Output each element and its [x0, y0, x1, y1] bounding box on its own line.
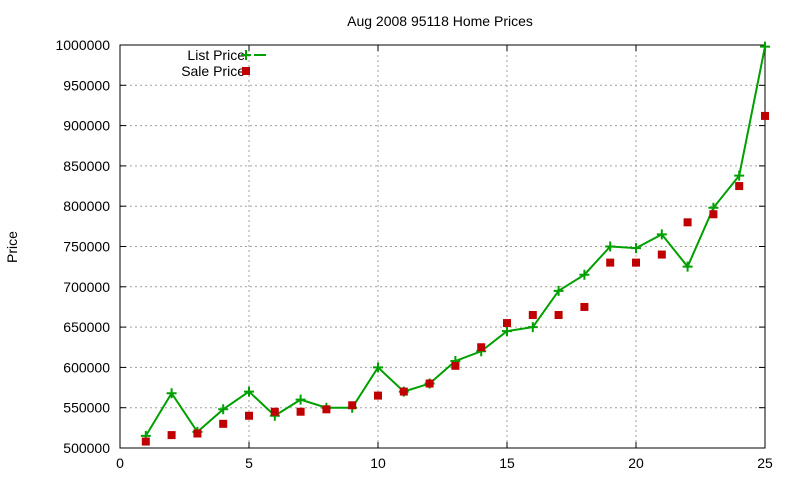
y-axis-label: Price [4, 231, 20, 263]
x-tick-label: 10 [370, 455, 386, 471]
legend: List Price Sale Price [181, 47, 266, 79]
chart-title: Aug 2008 95118 Home Prices [347, 13, 533, 29]
sale-price-point [219, 419, 228, 428]
sale-price-point [735, 182, 744, 191]
legend-label-list-price: List Price [187, 47, 245, 63]
y-tick-label: 900000 [63, 118, 110, 134]
sale-price-point [322, 405, 331, 414]
sale-price-point [374, 391, 382, 400]
sale-price-point [451, 361, 460, 370]
y-tick-label: 500000 [63, 440, 110, 456]
y-tick-label: 750000 [63, 239, 110, 255]
sale-price-point [528, 311, 537, 320]
y-tick-label: 550000 [63, 400, 110, 416]
sale-price-point [477, 343, 486, 352]
sale-price-point [683, 218, 692, 227]
x-tick-label: 0 [116, 455, 124, 471]
legend-sample-list-marker [241, 50, 251, 60]
y-tick-label: 950000 [63, 77, 110, 93]
y-tick-label: 700000 [63, 279, 110, 295]
x-tick-label: 25 [757, 455, 773, 471]
sale-price-point [632, 258, 640, 267]
list-price-point [760, 41, 770, 52]
list-price-point [166, 388, 177, 399]
sale-price-point [245, 411, 253, 420]
grid-lines [120, 45, 765, 448]
list-price-point [631, 243, 641, 254]
y-tick-label: 600000 [63, 359, 110, 375]
list-price-point [295, 394, 306, 405]
list-price-point [502, 326, 512, 337]
x-tick-label: 5 [245, 455, 253, 471]
list-price-point [734, 170, 745, 181]
data-series [140, 41, 770, 446]
sale-price-point [657, 250, 666, 259]
list-price-point [244, 386, 254, 397]
sale-price-point [503, 319, 511, 328]
sale-price-point [296, 407, 305, 416]
y-tick-label: 1000000 [55, 37, 110, 53]
y-tick-label: 650000 [63, 319, 110, 335]
y-tick-label: 800000 [63, 198, 110, 214]
legend-sample-sale-marker [242, 67, 250, 75]
list-price-point [373, 362, 383, 373]
list-price-line [144, 46, 766, 437]
list-price-point [218, 404, 229, 415]
list-price-point [527, 322, 538, 333]
sale-price-point [399, 387, 408, 396]
x-tick-label: 20 [628, 455, 644, 471]
list-price-point [553, 285, 564, 296]
list-price-point [605, 241, 616, 252]
sale-price-point [167, 431, 176, 440]
list-price-point [656, 229, 667, 240]
sale-price-point [141, 437, 150, 446]
sale-price-point [193, 429, 202, 438]
x-tick-label: 15 [499, 455, 515, 471]
sale-price-point [709, 210, 718, 219]
sale-price-point [348, 401, 357, 410]
sale-price-point [425, 379, 434, 388]
sale-price-point [270, 407, 279, 416]
y-tick-label: 850000 [63, 158, 110, 174]
list-price-point [579, 269, 590, 280]
sale-price-point [606, 258, 615, 267]
list-price-point [682, 261, 693, 272]
sale-price-point [761, 111, 769, 120]
axis-ticks: 0 5 10 15 20 25 500000 550000 600000 650000 700000… [55, 37, 773, 471]
sale-price-point [580, 302, 589, 311]
sale-price-point [554, 311, 563, 320]
legend-label-sale-price: Sale Price [181, 63, 245, 79]
